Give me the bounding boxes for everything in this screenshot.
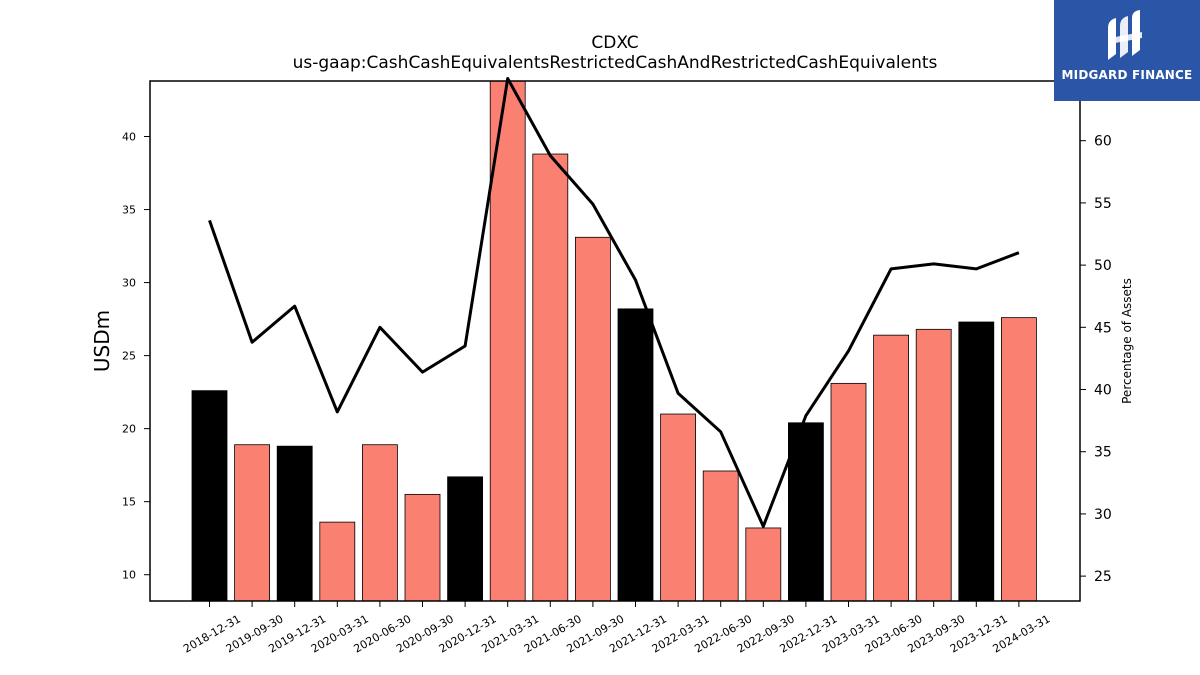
logo-text: MIDGARD FINANCE (1061, 68, 1193, 82)
bar-2022-03-31 (660, 413, 696, 602)
bar-2018-12-31 (191, 390, 228, 602)
bar-2020-09-30 (404, 493, 441, 602)
bar-2024-03-31 (1001, 317, 1037, 602)
y-axis-ticks: 10 15 20 25 30 35 40 (122, 131, 150, 582)
y-tick-label: 40 (122, 131, 136, 144)
percentage-line (208, 77, 1020, 528)
bar-2023-03-31 (830, 382, 867, 602)
chart-title: CDXC (591, 33, 638, 53)
y-tick-label: 10 (122, 569, 136, 582)
bar-2023-12-31 (958, 321, 995, 602)
bar-2019-12-31 (276, 445, 313, 602)
y2-tick-label: 55 (1094, 196, 1112, 212)
y2-tick-label: 60 (1094, 134, 1112, 150)
bars (191, 80, 1037, 602)
bar-2019-09-30 (234, 444, 271, 602)
line-layer (208, 77, 1020, 528)
bar-2022-12-31 (788, 422, 824, 602)
bar-2021-06-30 (532, 153, 569, 602)
y2-tick-label: 25 (1094, 569, 1112, 585)
bar-2022-09-30 (745, 527, 782, 602)
bar-2023-06-30 (873, 334, 909, 602)
y-tick-label: 20 (122, 423, 136, 436)
bar-2020-12-31 (447, 476, 484, 602)
y-tick-label: 25 (122, 350, 136, 363)
y2-tick-label: 30 (1094, 507, 1112, 523)
bar-2021-09-30 (575, 236, 611, 602)
y-axis-label: USDm (90, 310, 114, 372)
y2-tick-label: 35 (1094, 445, 1112, 461)
y-tick-label: 30 (122, 277, 136, 290)
midgard-logo-icon (1108, 10, 1142, 60)
bar-2020-06-30 (361, 444, 398, 602)
x-axis-ticks: 2018-12-312019-09-302019-12-312020-03-31… (181, 601, 1052, 656)
bar-2021-03-31 (489, 80, 526, 602)
y-tick-label: 35 (122, 204, 136, 217)
y2-tick-label: 40 (1094, 383, 1112, 399)
bar-2021-12-31 (617, 308, 654, 602)
y2-tick-label: 45 (1094, 320, 1112, 336)
chart-subtitle: us-gaap:CashCashEquivalentsRestrictedCas… (293, 53, 938, 73)
bar-2022-06-30 (702, 470, 739, 602)
y2-tick-label: 50 (1094, 258, 1112, 274)
plot-frame (149, 80, 1081, 602)
bar-2023-09-30 (915, 328, 952, 602)
bar-2020-03-31 (319, 521, 356, 602)
y-tick-label: 15 (122, 496, 136, 509)
brand-logo: MIDGARD FINANCE (1054, 0, 1200, 101)
y2-axis-ticks: 25 30 35 40 45 50 55 60 (1080, 134, 1112, 585)
y2-axis-label: Percentage of Assets (1120, 278, 1134, 404)
